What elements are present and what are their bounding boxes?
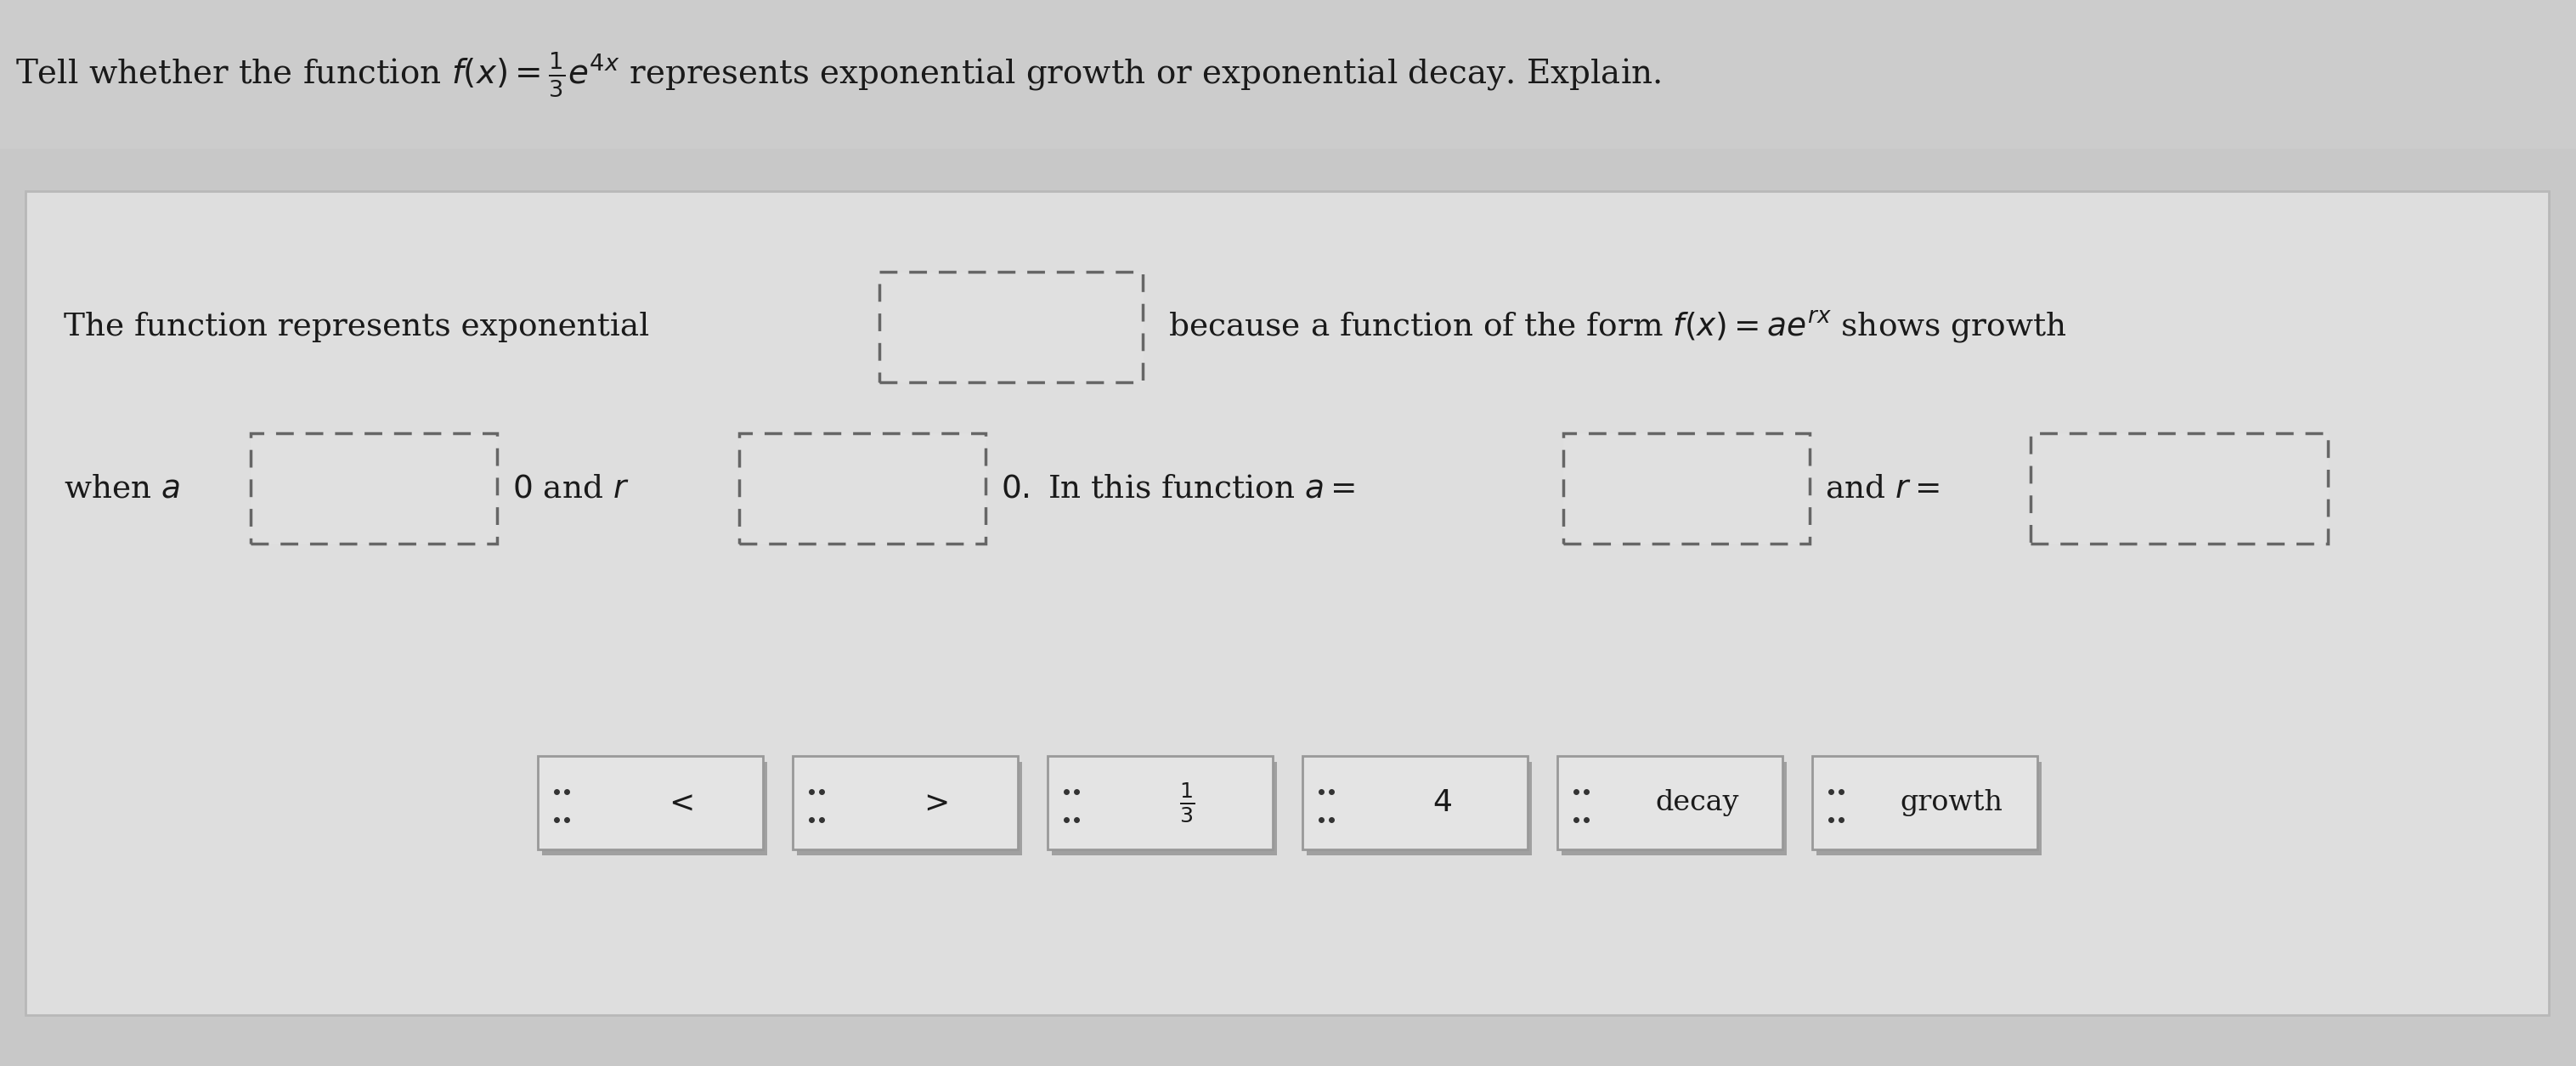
FancyBboxPatch shape: [1051, 762, 1278, 855]
Text: because a function of the form $f\left(x\right) = ae^{rx}$ shows growth: because a function of the form $f\left(x…: [1167, 309, 2066, 345]
FancyBboxPatch shape: [1306, 762, 1533, 855]
FancyBboxPatch shape: [1811, 756, 2038, 850]
Bar: [1564, 433, 1811, 544]
Bar: [878, 272, 1144, 383]
FancyBboxPatch shape: [538, 756, 762, 850]
Text: Tell whether the function $f\left(x\right) = \frac{1}{3}e^{4x}$ represents expon: Tell whether the function $f\left(x\righ…: [15, 51, 1662, 99]
Text: decay: decay: [1654, 789, 1739, 817]
Text: $>$: $>$: [917, 788, 948, 818]
FancyBboxPatch shape: [1303, 756, 1528, 850]
FancyBboxPatch shape: [0, 0, 2576, 148]
FancyBboxPatch shape: [1558, 756, 1783, 850]
Text: growth: growth: [1901, 789, 2004, 817]
Text: when $a$: when $a$: [64, 473, 180, 504]
FancyBboxPatch shape: [1561, 762, 1788, 855]
Bar: [250, 433, 497, 544]
Bar: [2030, 433, 2329, 544]
Text: and $r =$: and $r =$: [1824, 473, 1940, 504]
FancyBboxPatch shape: [1816, 762, 2043, 855]
FancyBboxPatch shape: [796, 762, 1023, 855]
FancyBboxPatch shape: [793, 756, 1018, 850]
FancyBboxPatch shape: [1048, 756, 1273, 850]
FancyBboxPatch shape: [26, 191, 2548, 1015]
Text: $<$: $<$: [662, 788, 693, 818]
Bar: [739, 433, 987, 544]
Text: $0.$ In this function $a =$: $0.$ In this function $a =$: [1002, 473, 1355, 504]
Text: The function represents exponential: The function represents exponential: [64, 311, 649, 342]
FancyBboxPatch shape: [541, 762, 768, 855]
Text: $\frac{1}{3}$: $\frac{1}{3}$: [1180, 781, 1195, 824]
Text: $0$ and $r$: $0$ and $r$: [513, 473, 629, 504]
Text: $4$: $4$: [1432, 788, 1453, 818]
